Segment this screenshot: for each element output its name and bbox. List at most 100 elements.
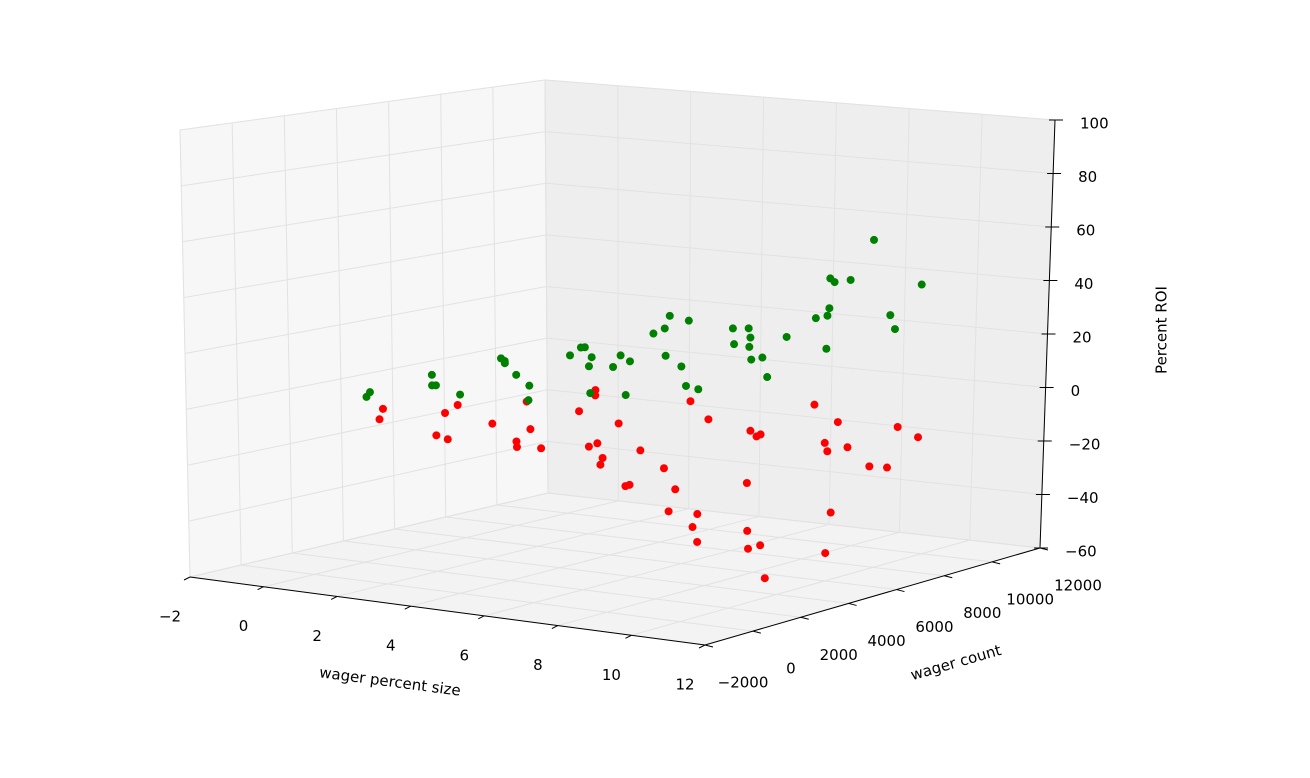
grid-line: [184, 286, 547, 354]
grid-line: [546, 286, 1048, 335]
z-tick-label: 60: [1076, 222, 1095, 240]
point: [883, 463, 892, 472]
point: [609, 363, 618, 372]
point: [427, 370, 436, 379]
point: [830, 278, 839, 287]
point: [488, 419, 497, 428]
z-tick-label: −20: [1069, 436, 1101, 454]
point: [636, 446, 645, 455]
z-tick-label: 20: [1073, 329, 1092, 347]
x-axis-label: wager percent size: [318, 663, 462, 699]
grid-line: [181, 131, 546, 187]
x-tick-label: 4: [386, 637, 396, 655]
grid-line: [182, 182, 546, 243]
point: [843, 443, 852, 452]
left-pane: [179, 79, 549, 578]
point: [526, 425, 535, 434]
point: [431, 381, 440, 390]
point: [823, 311, 832, 320]
point: [681, 381, 690, 390]
y-tick-label: 8000: [963, 604, 1001, 622]
point: [665, 311, 674, 320]
point: [870, 235, 879, 244]
point: [846, 275, 855, 284]
point: [625, 480, 634, 489]
z-tick-label: −60: [1065, 543, 1097, 561]
point: [660, 324, 669, 333]
x-tick: [625, 634, 632, 639]
point: [744, 324, 753, 333]
x-tick: [551, 625, 559, 630]
point: [744, 544, 753, 553]
point: [782, 332, 791, 341]
point: [512, 370, 521, 379]
point: [833, 418, 842, 427]
points: [362, 235, 926, 583]
point: [917, 280, 926, 289]
point: [686, 397, 695, 406]
x-tick-label: 10: [602, 666, 621, 684]
point: [586, 389, 595, 398]
z-axis-label: Percent ROI: [1153, 286, 1171, 374]
y-tick: [944, 575, 953, 579]
y-tick: [752, 630, 761, 634]
point: [746, 333, 755, 342]
point: [693, 510, 702, 519]
point: [763, 373, 772, 382]
point: [811, 314, 820, 323]
grid-line: [337, 508, 689, 597]
panes: [179, 79, 1056, 646]
point: [441, 408, 450, 417]
point: [443, 435, 452, 444]
z-tick-label: 80: [1078, 168, 1097, 186]
back-pane: [544, 79, 1056, 549]
point: [677, 362, 686, 371]
point: [580, 343, 589, 352]
y-tick-label: 0: [786, 660, 796, 678]
grid-line: [547, 440, 1042, 495]
z-tick-label: −40: [1067, 489, 1099, 507]
y-tick: [992, 561, 1001, 565]
point: [821, 549, 830, 558]
grid-line: [183, 234, 547, 299]
grid-line: [394, 528, 897, 591]
y-axis-label: wager count: [908, 641, 1003, 684]
point: [728, 324, 737, 333]
point: [664, 507, 673, 516]
x-tick-label: 12: [675, 676, 694, 694]
point: [659, 464, 668, 473]
x-tick: [330, 595, 338, 600]
point: [584, 442, 593, 451]
point: [693, 537, 702, 546]
point: [378, 404, 387, 413]
point: [756, 541, 765, 550]
y-tick-label: 4000: [867, 632, 905, 650]
grid-line: [179, 79, 546, 131]
grid-line: [544, 79, 1056, 121]
grid-line: [241, 564, 753, 632]
point: [621, 391, 630, 400]
grid-line: [557, 531, 900, 627]
point: [746, 426, 755, 435]
x-tick: [478, 615, 485, 620]
grid-line: [631, 539, 970, 636]
point: [760, 574, 769, 583]
x-tick: [257, 586, 264, 591]
grid-line: [410, 516, 759, 607]
point: [688, 523, 697, 532]
point: [587, 353, 596, 362]
y-tick-label: 10000: [1006, 590, 1054, 608]
y-axis-line: [704, 547, 1041, 646]
point: [566, 351, 575, 360]
point: [886, 311, 895, 320]
point: [822, 344, 831, 353]
y-tick-label: 6000: [915, 618, 953, 636]
point: [593, 439, 602, 448]
point: [742, 479, 751, 488]
point: [823, 447, 832, 456]
x-tick: [698, 644, 706, 649]
grid-line: [545, 131, 1054, 174]
point: [649, 329, 658, 338]
